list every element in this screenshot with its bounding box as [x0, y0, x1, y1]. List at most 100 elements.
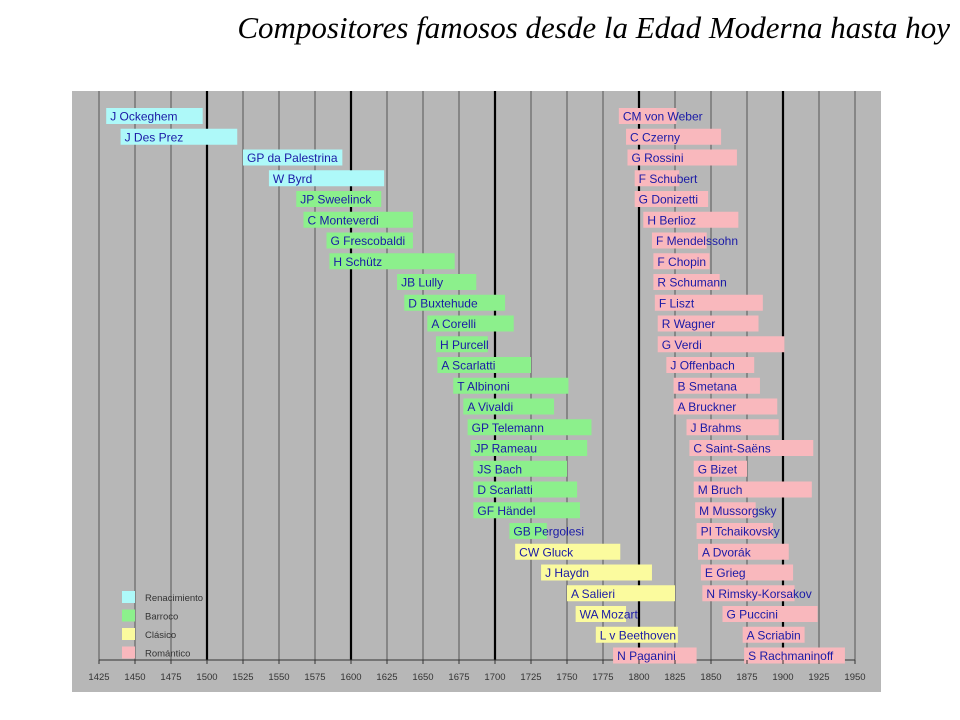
composer-bar: JB Lully — [397, 274, 477, 290]
composer-bar-rect — [695, 502, 756, 519]
composer-bar-label: G Rossini — [631, 151, 683, 165]
legend-swatch — [122, 628, 135, 640]
composer-bar: A Dvorák — [698, 543, 789, 560]
composer-bar-rect — [106, 108, 203, 124]
composer-bar-label: F Schubert — [639, 172, 698, 186]
x-tick-label: 1625 — [376, 672, 397, 683]
composer-bar-label: H Berlioz — [647, 213, 696, 227]
composer-bar: A Bruckner — [673, 398, 778, 415]
composer-bar-rect — [698, 543, 789, 560]
legend: Renacimiento Barroco Clásico Romántico — [122, 591, 203, 660]
legend-label: Barroco — [145, 612, 178, 623]
composer-bar: F Mendelssohn — [651, 232, 738, 249]
composer-bar-label: D Scarlatti — [477, 483, 532, 497]
composer-bar-label: CW Gluck — [519, 545, 574, 559]
legend-item: Clásico — [122, 628, 176, 641]
composer-bar-rect — [653, 274, 720, 290]
composer-bar: H Schütz — [329, 253, 455, 270]
composer-bar: F Schubert — [634, 170, 698, 187]
composer-bar-rect — [243, 149, 343, 166]
x-tick-label: 1900 — [772, 672, 793, 683]
composer-bar-rect — [329, 253, 455, 270]
composer-bar: S Rachmaninoff — [744, 647, 845, 664]
composer-bar: F Chopin — [653, 253, 710, 270]
composer-bar: G Rossini — [627, 149, 737, 166]
composer-bar: F Liszt — [654, 294, 763, 311]
composer-bar-label: A Dvorák — [702, 545, 752, 559]
composer-bar-label: JP Sweelinck — [300, 193, 372, 207]
legend-label: Romántico — [145, 649, 190, 660]
composer-bar-rect — [326, 232, 413, 249]
composer-bar: C Monteverdi — [303, 211, 413, 228]
composer-bar: M Mussorgsky — [695, 502, 777, 519]
composer-bar-label: W Byrd — [273, 172, 312, 186]
composer-bar-rect — [651, 232, 707, 249]
composer-bar-rect — [467, 419, 592, 436]
composer-bar: L v Beethoven — [595, 626, 678, 643]
composer-bar-label: M Mussorgsky — [699, 504, 776, 518]
x-tick-label: 1725 — [520, 672, 541, 683]
composer-bar-label: R Wagner — [662, 317, 716, 331]
composer-bar: GB Pergolesi — [509, 523, 584, 539]
composer-bar-label: G Puccini — [727, 608, 778, 622]
composer-bar-label: F Liszt — [659, 296, 695, 310]
legend-item: Barroco — [122, 609, 178, 623]
composer-bar-label: N Paganini — [617, 649, 676, 663]
composer-bar: C Saint-Saëns — [689, 440, 814, 456]
legend-label: Renacimiento — [145, 593, 203, 604]
composer-bar: H Berlioz — [643, 211, 739, 228]
composer-bar-rect — [397, 274, 477, 290]
composer-bar: A Corelli — [427, 315, 514, 332]
chart-title: Compositores famosos desde la Edad Moder… — [237, 10, 950, 45]
composer-bar: M Bruch — [693, 481, 812, 498]
composer-bar-label: M Bruch — [698, 483, 743, 497]
x-tick-label: 1450 — [124, 672, 145, 683]
legend-label: Clásico — [145, 630, 176, 641]
composer-bar: WA Mozart — [575, 606, 639, 622]
composer-bar: A Vivaldi — [463, 398, 555, 415]
composer-bar-label: L v Beethoven — [600, 628, 676, 642]
composer-bar-rect — [689, 440, 814, 456]
composer-bar: JS Bach — [473, 460, 567, 477]
composer-bar: JP Rameau — [470, 440, 588, 456]
composer-bar: D Buxtehude — [404, 294, 506, 311]
composer-bar-rect — [613, 647, 697, 664]
composer-bar: N Rimsky-Korsakov — [702, 585, 812, 602]
x-tick-label: 1850 — [700, 672, 721, 683]
composer-bar-label: G Frescobaldi — [331, 234, 406, 248]
composer-bar-rect — [509, 523, 547, 539]
composer-bar-label: C Saint-Saëns — [693, 442, 770, 456]
composer-bar-label: PI Tchaikovsky — [701, 525, 780, 539]
composer-bar-rect — [404, 294, 506, 311]
composer-bar: J Ockeghem — [106, 108, 203, 124]
composer-bar: G Frescobaldi — [326, 232, 413, 249]
composer-bar-rect — [744, 647, 845, 664]
composer-bar-label: A Scriabin — [747, 628, 801, 642]
composer-bar-rect — [702, 585, 795, 602]
composer-bar-label: J Haydn — [545, 566, 589, 580]
composer-bar-label: JB Lully — [401, 276, 443, 290]
composer-bar-rect — [567, 585, 675, 602]
composer-bar-rect — [618, 108, 677, 124]
composer-bar-label: J Offenbach — [670, 359, 735, 373]
composer-bar-rect — [686, 419, 779, 436]
composer-bars: J Ockeghem J Des Prez GP da Palestrina W By… — [106, 108, 845, 664]
composer-bar-label: JP Rameau — [475, 442, 537, 456]
composer-bar-rect — [657, 336, 785, 353]
composer-bar: G Donizetti — [634, 191, 709, 207]
x-tick-label: 1525 — [232, 672, 253, 683]
composer-bar: GP da Palestrina — [243, 149, 343, 166]
x-tick-label: 1925 — [808, 672, 829, 683]
x-tick-label: 1650 — [412, 672, 433, 683]
composer-bar-label: G Verdi — [662, 338, 702, 352]
composer-bar: G Verdi — [657, 336, 785, 353]
x-tick-label: 1775 — [592, 672, 613, 683]
composer-bar-label: A Salieri — [571, 587, 615, 601]
x-tick-label: 1950 — [844, 672, 865, 683]
composer-bar: CW Gluck — [515, 543, 621, 560]
composer-bar-label: G Bizet — [698, 462, 738, 476]
composer-bar-label: S Rachmaninoff — [748, 649, 834, 663]
legend-swatch — [122, 609, 135, 622]
composer-bar-rect — [515, 543, 621, 560]
